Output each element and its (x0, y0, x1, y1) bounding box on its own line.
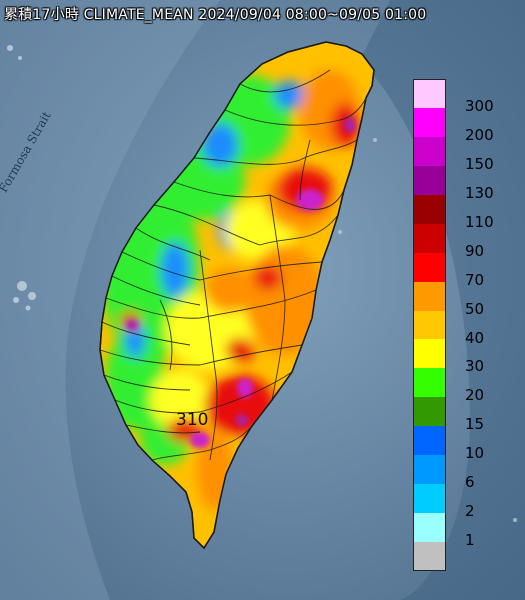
legend-label: 40 (465, 328, 485, 347)
legend-swatch (413, 513, 446, 543)
legend-swatch (413, 79, 446, 109)
legend-label: 110 (465, 212, 494, 231)
map-title: 累積17小時 CLIMATE_MEAN 2024/09/04 08:00~09/… (4, 7, 427, 23)
shelf-light (0, 0, 220, 600)
rainfall-legend: 300 200 150 130 110 90 70 50 40 30 20 15 10 6 2 1 (413, 79, 513, 572)
legend-swatch (413, 542, 446, 572)
legend-swatch (413, 165, 446, 196)
legend-label: 70 (465, 270, 485, 289)
rainfall-field (100, 70, 360, 510)
legend-label: 50 (465, 299, 485, 318)
legend-swatch (413, 397, 446, 427)
legend-swatch (413, 107, 446, 138)
legend-label: 15 (465, 415, 485, 434)
legend-label: 2 (465, 502, 475, 521)
legend-label: 20 (465, 386, 485, 405)
legend-swatch (413, 281, 446, 312)
max-rainfall-annotation: 310 (176, 410, 209, 430)
legend-swatch (413, 426, 446, 456)
legend-label: 6 (465, 473, 475, 492)
legend-swatch (413, 223, 446, 254)
penghu-islands (7, 45, 36, 311)
legend-label: 1 (465, 531, 475, 550)
offshore-islets (338, 138, 517, 522)
legend-swatch (413, 252, 446, 283)
legend-swatch (413, 455, 446, 485)
county-boundaries (99, 69, 367, 461)
legend-swatch (413, 310, 446, 340)
coastline (99, 41, 375, 550)
legend-label: 200 (465, 125, 494, 144)
legend-swatch (413, 484, 446, 514)
legend-label: 90 (465, 241, 485, 260)
legend-label: 10 (465, 444, 485, 463)
legend-swatch (413, 339, 446, 369)
legend-swatch (413, 194, 446, 225)
legend-label: 130 (465, 183, 494, 202)
legend-label: 30 (465, 357, 485, 376)
legend-swatch (413, 368, 446, 398)
legend-label: 150 (465, 154, 494, 173)
legend-label: 300 (465, 97, 494, 115)
shelf-shading (360, 0, 525, 600)
legend-swatch (413, 136, 446, 167)
